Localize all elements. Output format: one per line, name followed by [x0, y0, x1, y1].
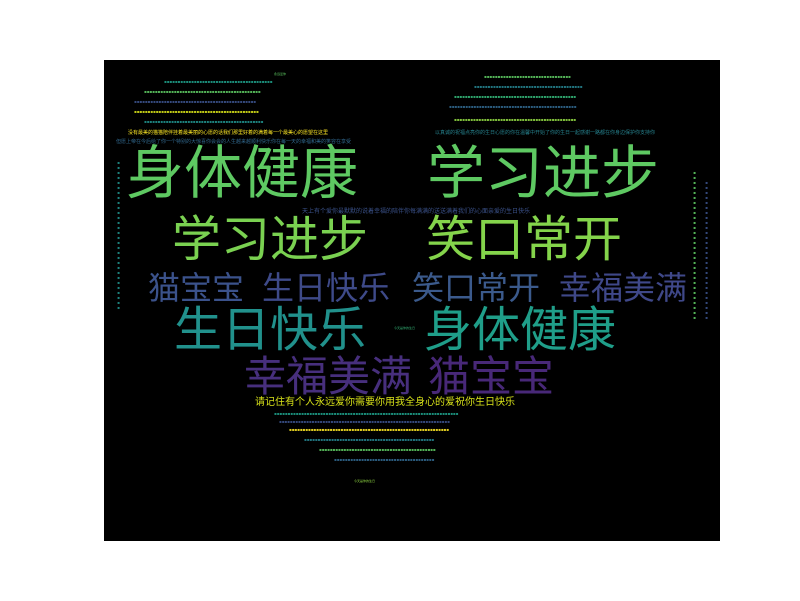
filler-left-vertical: ▪▪▪▪▪▪▪▪▪▪▪▪▪▪▪▪▪▪▪▪▪▪▪▪▪▪▪▪▪▪ [116, 160, 121, 310]
word-xiaokou-changkai-third: 笑口常开 [412, 269, 541, 307]
word-maobaobao-third: 猫宝宝 [148, 269, 245, 307]
word-xingfu-meiman-third: 幸福美满 [559, 269, 688, 307]
phrase-danyuan: 但愿上帝在今后给了你一个特别的大惊喜你会会的人生越来越顺利快乐你在每一天的幸福和… [116, 139, 352, 145]
word-xingfu-meiman-fifth: 幸福美满 [244, 352, 413, 401]
word-shenti-jiankang-fourth: 身体健康 [424, 302, 617, 358]
word-shengri-kuaile-fourth: 生日快乐 [174, 302, 367, 358]
word-xiaokou-changkai-second: 笑口常开 [426, 211, 623, 268]
filler-top-left-2: ▪▪▪▪▪▪▪▪▪▪▪▪▪▪▪▪▪▪▪▪▪▪▪▪▪▪▪▪▪▪▪▪▪▪▪▪▪▪▪▪… [144, 89, 261, 94]
phrase-yongyuan-aini: 永远爱你 [274, 72, 287, 76]
wordcloud-canvas: 身体健康 学习进步 学习进步 笑口常开 猫宝宝 生日快乐 笑口常开 幸福美满 生… [104, 60, 720, 541]
word-shengri-kuaile-third: 生日快乐 [262, 269, 391, 307]
filler-bottom-1: ▪▪▪▪▪▪▪▪▪▪▪▪▪▪▪▪▪▪▪▪▪▪▪▪▪▪▪▪▪▪▪▪▪▪▪▪▪▪▪▪… [274, 411, 459, 416]
filler-top-left-4: ▪▪▪▪▪▪▪▪▪▪▪▪▪▪▪▪▪▪▪▪▪▪▪▪▪▪▪▪▪▪▪▪▪▪▪▪▪▪▪▪… [134, 109, 259, 114]
filler-right-vertical: ▪▪▪▪▪▪▪▪▪▪▪▪▪▪▪▪▪▪▪▪▪▪▪▪▪▪▪▪▪▪ [692, 170, 697, 320]
word-shenti-jiankang-top: 身体健康 [126, 139, 359, 207]
word-xuexi-jinbu-second: 学习进步 [172, 211, 369, 268]
phrase-qing-jizhu: 请记住有个人永远爱你需要你用我全身心的爱祝你生日快乐 [255, 397, 515, 408]
filler-top-right-4: ▪▪▪▪▪▪▪▪▪▪▪▪▪▪▪▪▪▪▪▪▪▪▪▪▪▪▪▪▪▪▪▪▪▪▪▪▪▪▪▪… [449, 104, 577, 109]
filler-bottom-5: ▪▪▪▪▪▪▪▪▪▪▪▪▪▪▪▪▪▪▪▪▪▪▪▪▪▪▪▪▪▪▪▪▪▪▪▪▪▪▪▪… [319, 447, 436, 452]
filler-top-right: ▪▪▪▪▪▪▪▪▪▪▪▪▪▪▪▪▪▪▪▪▪▪▪▪▪▪▪▪▪▪▪▪ [484, 74, 571, 79]
filler-top-left-3: ▪▪▪▪▪▪▪▪▪▪▪▪▪▪▪▪▪▪▪▪▪▪▪▪▪▪▪▪▪▪▪▪▪▪▪▪▪▪▪▪… [134, 99, 256, 104]
filler-top-right-5: ▪▪▪▪▪▪▪▪▪▪▪▪▪▪▪▪▪▪▪▪▪▪▪▪▪▪▪▪▪▪▪▪▪▪▪▪▪▪▪▪… [454, 117, 576, 122]
filler-top-right-2: ▪▪▪▪▪▪▪▪▪▪▪▪▪▪▪▪▪▪▪▪▪▪▪▪▪▪▪▪▪▪▪▪▪▪▪▪▪▪▪▪ [474, 84, 583, 89]
filler-bottom-6: ▪▪▪▪▪▪▪▪▪▪▪▪▪▪▪▪▪▪▪▪▪▪▪▪▪▪▪▪▪▪▪▪▪▪▪▪▪ [334, 457, 435, 462]
phrase-zhencheng: 以真诚的祝福点亮你的生日心愿的你在温馨中开始了你的生日一起感谢一路都在你身边保护… [435, 130, 656, 136]
word-maobaobao-fifth: 猫宝宝 [428, 352, 555, 401]
phrase-tianshang: 天上有个爱你最默默的说着幸福的陪伴你每满满的送送满着我们的心面亲爱的生日快乐 [302, 208, 531, 215]
filler-top-right-3: ▪▪▪▪▪▪▪▪▪▪▪▪▪▪▪▪▪▪▪▪▪▪▪▪▪▪▪▪▪▪▪▪▪▪▪▪▪▪▪▪… [454, 94, 576, 99]
filler-top-left: ▪▪▪▪▪▪▪▪▪▪▪▪▪▪▪▪▪▪▪▪▪▪▪▪▪▪▪▪▪▪▪▪▪▪▪▪▪▪▪▪ [164, 79, 273, 84]
phrase-meiyou: 没有最美的猫猫陪伴挂着最美丽的心愿的话我们那里好着的满着每一个最美心的愿望在这里 [128, 130, 329, 136]
filler-bottom-4: ▪▪▪▪▪▪▪▪▪▪▪▪▪▪▪▪▪▪▪▪▪▪▪▪▪▪▪▪▪▪▪▪▪▪▪▪▪▪▪▪… [304, 437, 435, 442]
phrase-jintian-shengri-a: 今天是你的生日 [394, 326, 416, 330]
filler-bottom-3: ▪▪▪▪▪▪▪▪▪▪▪▪▪▪▪▪▪▪▪▪▪▪▪▪▪▪▪▪▪▪▪▪▪▪▪▪▪▪▪▪… [289, 427, 449, 432]
filler-bottom-2: ▪▪▪▪▪▪▪▪▪▪▪▪▪▪▪▪▪▪▪▪▪▪▪▪▪▪▪▪▪▪▪▪▪▪▪▪▪▪▪▪… [279, 419, 450, 424]
phrase-jintian-shengri-b: 今天是你的生日 [354, 479, 376, 483]
word-xuexi-jinbu-top: 学习进步 [427, 139, 660, 207]
filler-right-vertical-2: ▪▪▪▪▪▪▪▪▪▪▪▪▪▪▪▪▪▪▪▪▪▪▪▪▪▪▪▪ [704, 180, 709, 320]
filler-top-left-5: ▪▪▪▪▪▪▪▪▪▪▪▪▪▪▪▪▪▪▪▪▪▪▪▪▪▪▪▪▪▪▪▪▪▪▪▪▪▪▪▪… [144, 119, 264, 124]
